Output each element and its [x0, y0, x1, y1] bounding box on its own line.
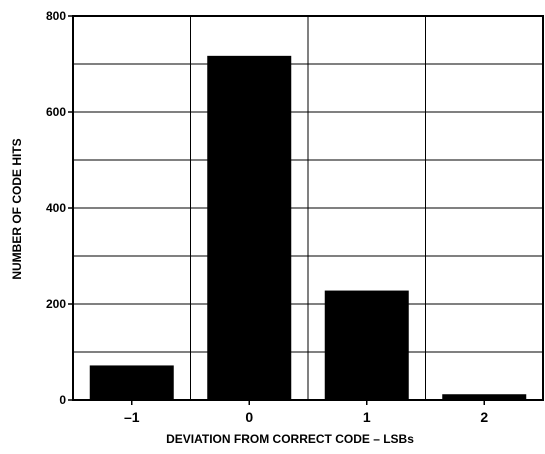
bar-0	[89, 365, 174, 400]
y-tick-label: 600	[46, 105, 66, 119]
bar-2	[324, 290, 409, 400]
y-tick-label: 800	[46, 9, 66, 23]
bar-1	[207, 55, 292, 401]
bars-layer	[89, 55, 527, 401]
x-tick-label: 2	[480, 409, 488, 425]
grid-layer	[73, 16, 543, 400]
x-tick-label: 1	[363, 409, 371, 425]
y-tick-label: 0	[59, 393, 66, 407]
x-tick-label: 0	[245, 409, 253, 425]
y-tick-label: 200	[46, 297, 66, 311]
y-axis-label: NUMBER OF CODE HITS	[10, 138, 24, 279]
y-axis-ticks: 0 200 400 600 800	[46, 9, 73, 407]
x-axis-ticks: –1 0 1 2	[124, 400, 488, 425]
bar-3	[442, 394, 527, 400]
x-axis-label: DEVIATION FROM CORRECT CODE – LSBs	[166, 432, 414, 446]
y-tick-label: 400	[46, 201, 66, 215]
x-tick-label: –1	[124, 409, 140, 425]
